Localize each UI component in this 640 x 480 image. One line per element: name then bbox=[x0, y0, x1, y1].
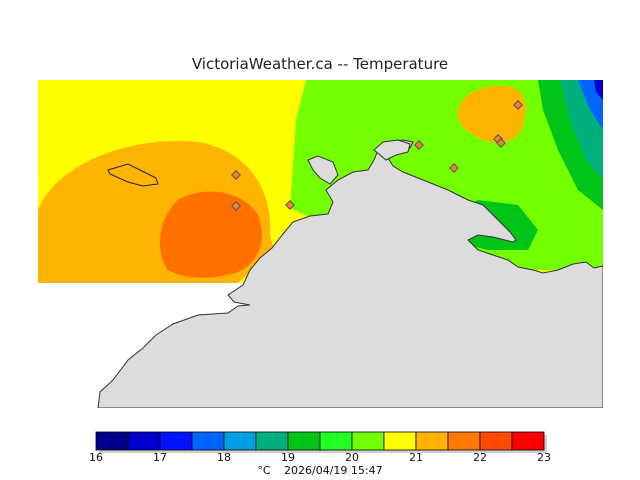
legend-swatch bbox=[255, 431, 289, 451]
legend-tick-label: 21 bbox=[409, 451, 423, 464]
legend-tick-label: 16 bbox=[89, 451, 103, 464]
field-16-17 bbox=[594, 80, 603, 100]
field-23-west bbox=[159, 191, 262, 278]
station-marker bbox=[285, 200, 295, 210]
legend-swatch bbox=[351, 431, 385, 451]
station-marker bbox=[449, 163, 459, 173]
station-marker bbox=[496, 138, 506, 148]
footer: °C 2026/04/19 15:47 bbox=[0, 464, 640, 477]
legend-swatch bbox=[383, 431, 417, 451]
weather-stations[interactable] bbox=[231, 100, 523, 211]
legend-tick-label: 20 bbox=[345, 451, 359, 464]
legend-swatch bbox=[95, 431, 129, 451]
legend-tick-label: 17 bbox=[153, 451, 167, 464]
legend-swatch bbox=[159, 431, 193, 451]
legend-swatch bbox=[127, 431, 161, 451]
legend-swatch bbox=[223, 431, 257, 451]
timestamp: 2026/04/19 15:47 bbox=[284, 464, 383, 477]
legend-swatch bbox=[287, 431, 321, 451]
legend-swatch bbox=[191, 431, 225, 451]
map-title: VictoriaWeather.ca -- Temperature bbox=[191, 55, 449, 73]
island-outline bbox=[107, 163, 159, 187]
legend-tick-label: 19 bbox=[281, 451, 295, 464]
legend-swatch bbox=[479, 431, 513, 451]
unit-label: °C bbox=[257, 464, 271, 477]
station-marker bbox=[513, 100, 523, 110]
legend-tick-label: 22 bbox=[473, 451, 487, 464]
land-mass bbox=[97, 139, 603, 408]
legend-swatch bbox=[415, 431, 449, 451]
station-marker bbox=[231, 170, 241, 180]
station-marker bbox=[414, 140, 424, 150]
legend-swatch bbox=[511, 431, 545, 451]
legend-swatch bbox=[319, 431, 353, 451]
legend-swatch bbox=[447, 431, 481, 451]
legend-tick-label: 23 bbox=[537, 451, 551, 464]
bay-land bbox=[373, 139, 411, 161]
strait-land bbox=[307, 155, 339, 185]
temperature-map bbox=[38, 80, 603, 408]
legend-tick-label: 18 bbox=[217, 451, 231, 464]
field-22-23-east bbox=[457, 85, 526, 143]
station-marker bbox=[231, 201, 241, 211]
